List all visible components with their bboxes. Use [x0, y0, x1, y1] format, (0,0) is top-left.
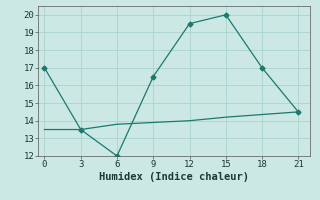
X-axis label: Humidex (Indice chaleur): Humidex (Indice chaleur) [100, 172, 249, 182]
